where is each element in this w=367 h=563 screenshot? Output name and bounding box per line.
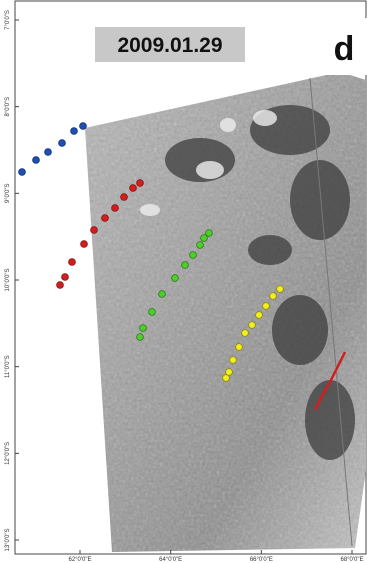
map-panel: 2009.01.29 d 7°0'0"S 8°0'0"S 9°0'0"S 10°0'0… [0,0,367,563]
latitude-label: 13°0'0"S [5,528,11,551]
date-label: 2009.01.29 [117,34,222,57]
latitude-label: 7°0'0"S [5,10,11,30]
latitude-label: 8°0'0"S [5,97,11,117]
longitude-label: 62°0'0"E [68,557,91,563]
longitude-label: 68°0'0"E [340,557,363,563]
longitude-label: 64°0'0"E [159,557,182,563]
satellite-image [85,72,366,552]
latitude-label: 9°0'0"S [5,183,11,203]
panel-label: d [334,30,355,68]
latitude-label: 11°0'0"S [5,355,11,378]
latitude-label: 10°0'0"S [5,268,11,291]
latitude-label: 12°0'0"S [5,442,11,465]
longitude-label: 66°0'0"E [250,557,273,563]
